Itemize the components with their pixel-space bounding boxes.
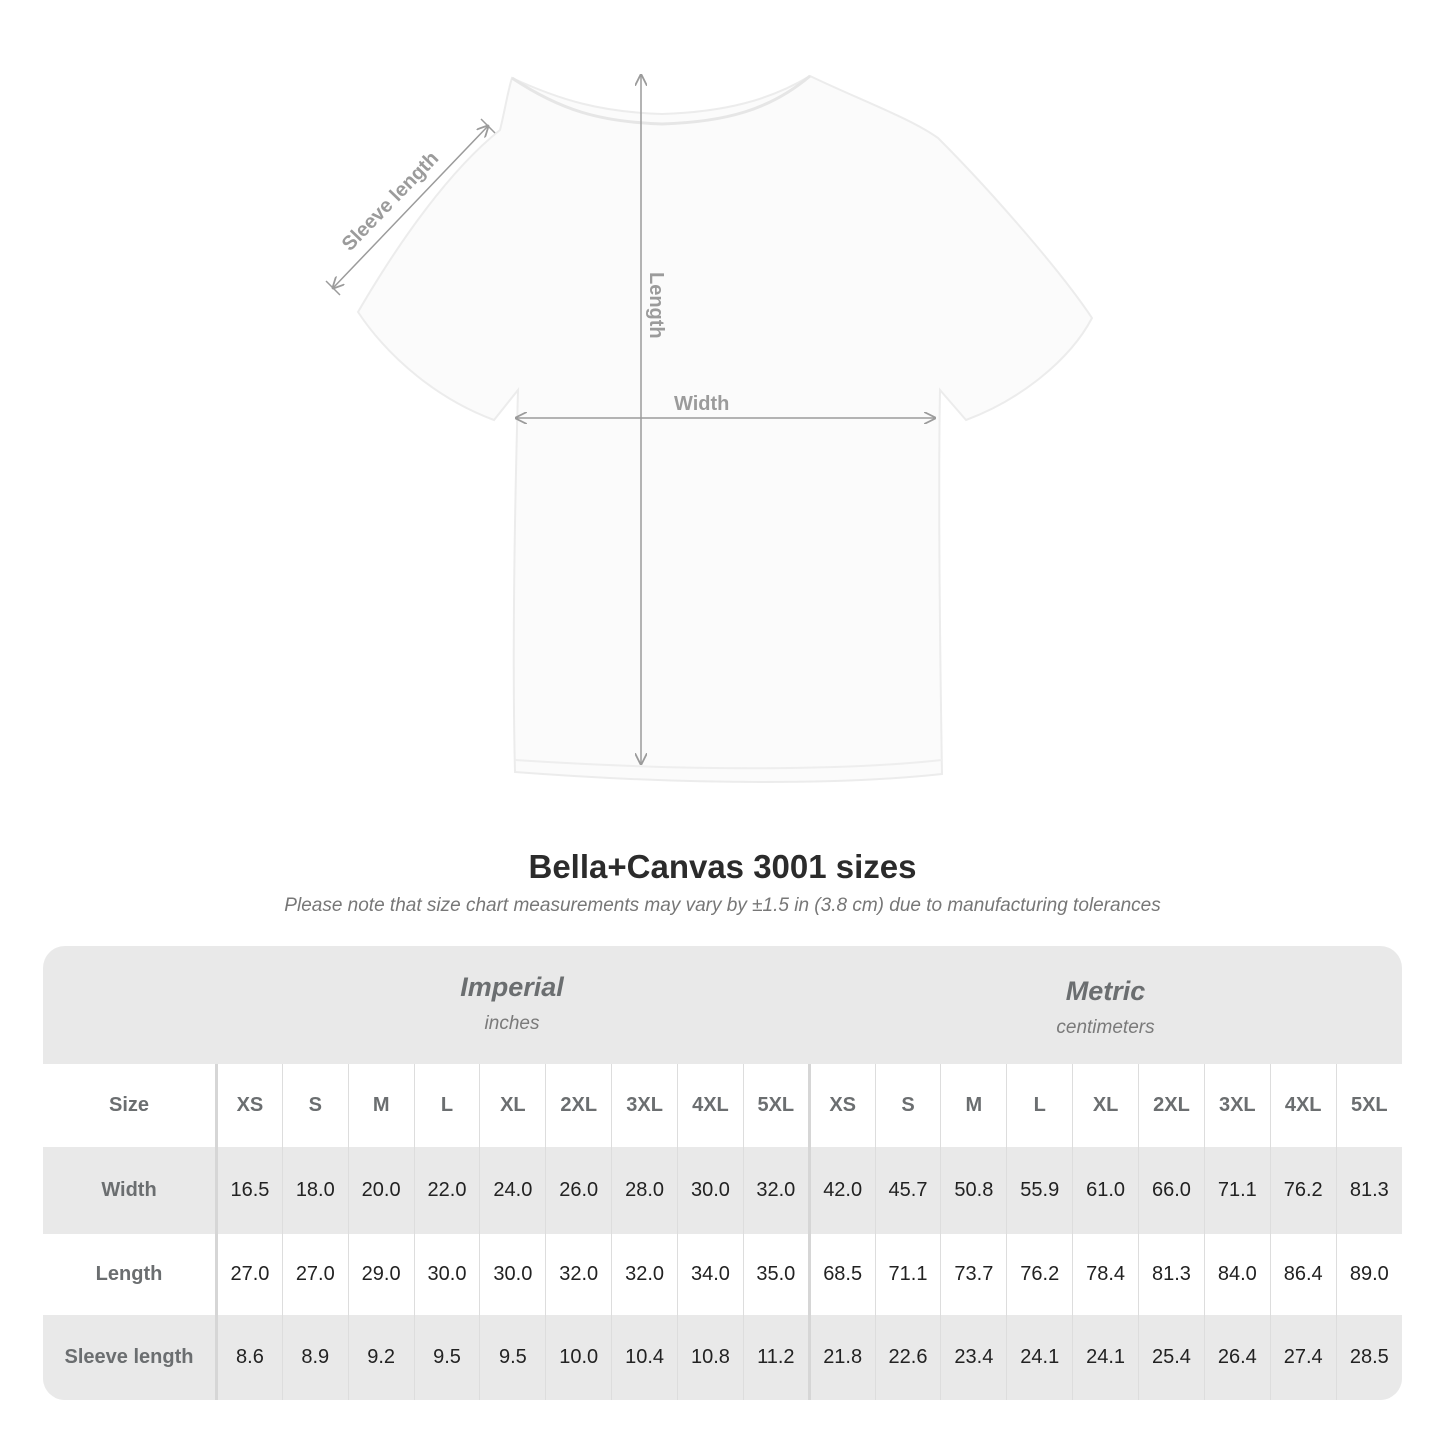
imperial-size-5XL: 5XL xyxy=(742,1064,810,1147)
metric-value: 55.9 xyxy=(1006,1147,1073,1234)
imperial-unit: inches xyxy=(484,1013,540,1034)
metric-value: 78.4 xyxy=(1072,1234,1139,1315)
metric-value: 24.1 xyxy=(1072,1315,1139,1400)
imperial-value: 10.8 xyxy=(677,1315,744,1400)
size-label: Size xyxy=(43,1064,218,1147)
metric-value: 86.4 xyxy=(1269,1234,1337,1315)
metric-size-4XL: 4XL xyxy=(1269,1064,1337,1147)
metric-value: 66.0 xyxy=(1138,1147,1205,1234)
metric-value: 42.0 xyxy=(807,1147,876,1234)
imperial-value: 32.0 xyxy=(742,1147,810,1234)
metric-value: 23.4 xyxy=(940,1315,1007,1400)
imperial-value: 22.0 xyxy=(413,1147,480,1234)
imperial-value: 8.9 xyxy=(281,1315,349,1400)
imperial-value: 28.0 xyxy=(611,1147,678,1234)
metric-value: 45.7 xyxy=(874,1147,941,1234)
imperial-value: 11.2 xyxy=(742,1315,810,1400)
tolerance-note: Please note that size chart measurements… xyxy=(284,895,1161,916)
row-label: Width xyxy=(43,1147,218,1234)
metric-value: 81.3 xyxy=(1335,1147,1402,1234)
imperial-value: 30.0 xyxy=(413,1234,480,1315)
metric-value: 84.0 xyxy=(1203,1234,1271,1315)
imperial-value: 32.0 xyxy=(611,1234,678,1315)
imperial-value: 9.5 xyxy=(413,1315,480,1400)
metric-header: Metric centimeters xyxy=(809,946,1402,1094)
imperial-size-2XL: 2XL xyxy=(545,1064,612,1147)
metric-value: 21.8 xyxy=(807,1315,876,1400)
imperial-value: 9.2 xyxy=(347,1315,415,1400)
metric-size-L: L xyxy=(1006,1064,1073,1147)
imperial-value: 35.0 xyxy=(742,1234,810,1315)
imperial-value: 32.0 xyxy=(545,1234,612,1315)
imperial-value: 20.0 xyxy=(347,1147,415,1234)
imperial-value: 27.0 xyxy=(281,1234,349,1315)
metric-title: Metric xyxy=(1065,976,1146,1006)
width-label: Width xyxy=(674,393,729,415)
metric-size-M: M xyxy=(940,1064,1007,1147)
imperial-header: Imperial inches xyxy=(215,946,809,1090)
size-table-panel: Imperial inches Metric centimeters Size X… xyxy=(43,946,1402,1400)
metric-value: 76.2 xyxy=(1006,1234,1073,1315)
imperial-value: 10.0 xyxy=(545,1315,612,1400)
imperial-value: 10.4 xyxy=(611,1315,678,1400)
metric-unit: centimeters xyxy=(1056,1017,1155,1038)
metric-size-5XL: 5XL xyxy=(1335,1064,1402,1147)
imperial-size-M: M xyxy=(347,1064,415,1147)
metric-value: 89.0 xyxy=(1335,1234,1402,1315)
imperial-value: 30.0 xyxy=(677,1147,744,1234)
imperial-size-L: L xyxy=(413,1064,480,1147)
imperial-size-S: S xyxy=(281,1064,349,1147)
table-row: Sleeve length 8.6 8.9 9.2 9.5 9.5 10.0 10.4 10.8… xyxy=(43,1315,1402,1400)
metric-value: 22.6 xyxy=(874,1315,941,1400)
imperial-value: 27.0 xyxy=(216,1234,283,1315)
length-label: Length xyxy=(645,272,667,339)
metric-value: 28.5 xyxy=(1335,1315,1402,1400)
imperial-size-XS: XS xyxy=(216,1064,283,1147)
metric-value: 25.4 xyxy=(1138,1315,1205,1400)
metric-value: 73.7 xyxy=(940,1234,1007,1315)
metric-value: 71.1 xyxy=(874,1234,941,1315)
metric-value: 76.2 xyxy=(1269,1147,1337,1234)
size-table: Size XS S M L XL 2XL 3XL 4XL 5XL XS S M L XL 2XL 3XL 4XL 5… xyxy=(43,1064,1402,1400)
metric-value: 81.3 xyxy=(1138,1234,1205,1315)
tshirt-shape xyxy=(356,74,1094,783)
imperial-value: 24.0 xyxy=(479,1147,546,1234)
table-row: Width 16.5 18.0 20.0 22.0 24.0 26.0 28.0 30.0 32.… xyxy=(43,1147,1402,1234)
metric-value: 50.8 xyxy=(940,1147,1007,1234)
width-arrow: Width xyxy=(516,393,935,418)
imperial-value: 30.0 xyxy=(479,1234,546,1315)
size-header-row: Size XS S M L XL 2XL 3XL 4XL 5XL XS S M L XL 2XL 3XL 4XL 5… xyxy=(43,1064,1402,1147)
imperial-title: Imperial xyxy=(460,972,564,1002)
imperial-value: 8.6 xyxy=(216,1315,283,1400)
imperial-value: 9.5 xyxy=(479,1315,546,1400)
row-label: Sleeve length xyxy=(43,1315,218,1400)
metric-value: 61.0 xyxy=(1072,1147,1139,1234)
imperial-value: 29.0 xyxy=(347,1234,415,1315)
imperial-value: 16.5 xyxy=(216,1147,283,1234)
imperial-value: 18.0 xyxy=(281,1147,349,1234)
metric-size-S: S xyxy=(874,1064,941,1147)
imperial-value: 26.0 xyxy=(545,1147,612,1234)
imperial-size-3XL: 3XL xyxy=(611,1064,678,1147)
metric-value: 71.1 xyxy=(1203,1147,1271,1234)
imperial-size-XL: XL xyxy=(479,1064,546,1147)
metric-value: 68.5 xyxy=(807,1234,876,1315)
metric-size-3XL: 3XL xyxy=(1203,1064,1271,1147)
metric-value: 24.1 xyxy=(1006,1315,1073,1400)
metric-value: 27.4 xyxy=(1269,1315,1337,1400)
metric-size-2XL: 2XL xyxy=(1138,1064,1205,1147)
imperial-size-4XL: 4XL xyxy=(677,1064,744,1147)
row-label: Length xyxy=(43,1234,218,1315)
tshirt-diagram: Sleeve length Length Width xyxy=(325,0,1094,783)
metric-size-XS: XS xyxy=(807,1064,876,1147)
table-row: Length 27.0 27.0 29.0 30.0 30.0 32.0 32.0 34.0 35… xyxy=(43,1234,1402,1315)
page-title: Bella+Canvas 3001 sizes xyxy=(528,848,917,885)
metric-size-XL: XL xyxy=(1072,1064,1139,1147)
metric-value: 26.4 xyxy=(1203,1315,1271,1400)
imperial-value: 34.0 xyxy=(677,1234,744,1315)
